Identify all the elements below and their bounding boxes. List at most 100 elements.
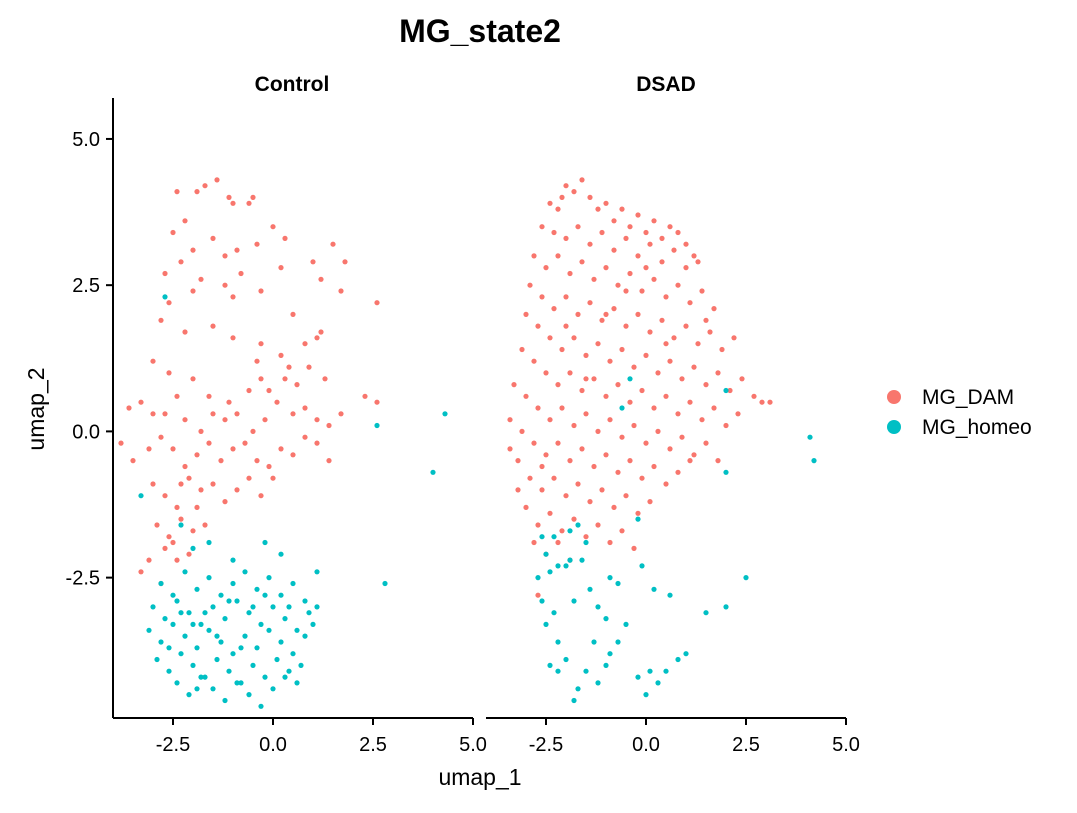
point-mg-dam: [150, 411, 156, 417]
point-mg-homeo: [242, 569, 248, 575]
point-mg-dam: [663, 341, 669, 347]
point-mg-homeo: [647, 668, 653, 674]
point-mg-dam: [675, 411, 681, 417]
point-mg-dam: [651, 463, 657, 470]
legend-label-mg-dam: MG_DAM: [922, 386, 1014, 409]
point-mg-homeo: [583, 539, 589, 546]
point-mg-homeo: [258, 703, 264, 709]
point-mg-dam: [230, 294, 236, 300]
point-mg-homeo: [230, 651, 236, 657]
point-mg-dam: [703, 440, 709, 446]
point-mg-dam: [639, 288, 645, 294]
point-mg-dam: [222, 282, 228, 288]
point-mg-dam: [547, 510, 553, 516]
point-mg-dam: [599, 229, 605, 236]
point-mg-homeo: [194, 686, 200, 692]
point-mg-dam: [623, 323, 629, 329]
y-tick-label: -2.5: [66, 568, 100, 590]
point-mg-dam: [647, 241, 653, 247]
point-mg-dam: [306, 364, 312, 370]
point-mg-dam: [591, 276, 597, 282]
point-mg-dam: [683, 323, 689, 329]
x-tick-label: 5.0: [459, 734, 487, 756]
point-mg-homeo: [607, 575, 613, 581]
point-mg-dam: [194, 189, 200, 195]
point-mg-homeo: [222, 616, 228, 622]
point-mg-dam: [118, 440, 124, 446]
point-mg-homeo: [294, 680, 300, 686]
point-mg-dam: [210, 235, 216, 241]
point-mg-dam: [138, 569, 144, 575]
y-tick-label: 2.5: [72, 275, 100, 297]
point-mg-homeo: [162, 294, 168, 300]
point-mg-dam: [194, 504, 200, 510]
legend-key-mg-homeo: [887, 420, 901, 434]
point-mg-dam: [206, 393, 212, 399]
point-mg-dam: [547, 417, 553, 423]
point-mg-dam: [727, 387, 733, 394]
point-mg-dam: [282, 376, 288, 382]
point-mg-dam: [683, 265, 689, 271]
point-mg-homeo: [262, 539, 268, 546]
point-mg-dam: [631, 364, 637, 370]
point-mg-homeo: [190, 545, 196, 552]
point-mg-homeo: [703, 610, 709, 616]
point-mg-homeo: [607, 651, 613, 657]
point-mg-dam: [535, 405, 541, 411]
point-mg-dam: [643, 229, 649, 236]
point-mg-dam: [190, 528, 196, 534]
point-mg-dam: [294, 382, 300, 388]
point-mg-dam: [254, 458, 260, 464]
point-mg-homeo: [194, 586, 200, 592]
point-mg-dam: [278, 446, 284, 452]
point-mg-homeo: [635, 674, 641, 680]
point-mg-homeo: [563, 656, 569, 663]
point-mg-dam: [523, 311, 529, 317]
x-tick-label: 5.0: [832, 734, 860, 756]
point-mg-homeo: [807, 434, 813, 440]
point-mg-dam: [627, 270, 633, 277]
point-mg-dam: [266, 463, 272, 470]
point-mg-dam: [663, 481, 669, 487]
point-mg-homeo: [178, 651, 184, 657]
point-mg-dam: [555, 382, 561, 388]
point-mg-homeo: [282, 674, 288, 680]
point-mg-dam: [182, 218, 188, 224]
point-mg-dam: [154, 522, 160, 528]
point-mg-dam: [150, 481, 156, 487]
point-mg-dam: [158, 317, 164, 323]
point-mg-homeo: [246, 692, 252, 698]
x-tick-label: -2.5: [156, 734, 190, 756]
point-mg-dam: [627, 399, 633, 405]
points-control: [118, 177, 448, 709]
point-mg-dam: [655, 370, 661, 376]
point-mg-dam: [579, 259, 585, 265]
point-mg-dam: [619, 434, 625, 440]
point-mg-homeo: [262, 592, 268, 598]
point-mg-homeo: [214, 633, 220, 639]
point-mg-dam: [587, 194, 593, 200]
point-mg-dam: [611, 247, 617, 253]
y-tick-label: 5.0: [72, 129, 100, 151]
point-mg-homeo: [555, 639, 561, 645]
point-mg-dam: [218, 458, 224, 464]
point-mg-dam: [162, 545, 168, 552]
point-mg-dam: [531, 440, 537, 446]
point-mg-dam: [723, 422, 729, 429]
point-mg-homeo: [623, 621, 629, 628]
point-mg-homeo: [543, 621, 549, 628]
point-mg-dam: [182, 417, 188, 423]
point-mg-homeo: [286, 604, 292, 610]
point-mg-dam: [559, 528, 565, 534]
point-mg-dam: [631, 422, 637, 429]
point-mg-dam: [290, 311, 296, 317]
point-mg-dam: [178, 516, 184, 522]
point-mg-homeo: [186, 692, 192, 698]
point-mg-homeo: [643, 692, 649, 698]
point-mg-homeo: [575, 686, 581, 692]
point-mg-dam: [563, 235, 569, 241]
point-mg-dam: [635, 253, 641, 259]
point-mg-homeo: [811, 458, 817, 464]
point-mg-homeo: [190, 662, 196, 669]
